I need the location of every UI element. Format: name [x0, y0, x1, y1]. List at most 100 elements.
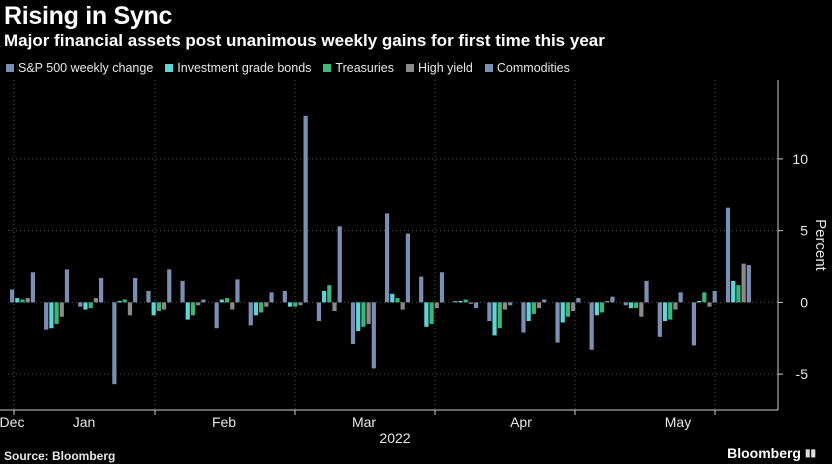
gridlines: [8, 80, 778, 410]
bar: [628, 302, 634, 309]
bar: [350, 302, 356, 344]
legend-swatch: [165, 64, 174, 72]
bar: [531, 302, 536, 314]
bar: [298, 302, 303, 306]
bar: [88, 302, 93, 309]
brand-logo: Bloomberg ▮▮: [727, 445, 816, 461]
legend-label: S&P 500 weekly change: [18, 61, 154, 75]
chart-subtitle: Major financial assets post unanimous we…: [4, 31, 605, 50]
bar: [269, 292, 274, 303]
bar: [555, 302, 560, 343]
bar: [697, 300, 702, 303]
bar: [49, 302, 54, 329]
bar: [264, 302, 269, 307]
bar: [536, 302, 542, 309]
bar: [10, 289, 15, 303]
bar: [502, 302, 508, 310]
bar: [702, 292, 707, 303]
x-tick-label: Dec: [0, 414, 24, 430]
legend-swatch: [323, 64, 332, 72]
bar: [219, 299, 224, 303]
bar: [15, 298, 20, 303]
bar: [303, 115, 308, 303]
bar: [371, 302, 376, 369]
x-tick-label: May: [665, 414, 691, 430]
bar: [361, 302, 366, 327]
chart-title: Rising in Sync: [4, 2, 173, 30]
x-tick-label: Apr: [510, 414, 532, 430]
bar: [644, 280, 649, 303]
legend-item: Treasuries: [323, 61, 394, 75]
x-tick-label: Jan: [73, 414, 96, 430]
bar: [180, 280, 185, 303]
bar: [565, 302, 571, 317]
bar: [405, 233, 410, 303]
bar-chart-icon: ▮▮: [804, 447, 816, 459]
legend-swatch: [406, 64, 414, 72]
bar: [112, 302, 117, 385]
legend-swatch: [484, 64, 493, 72]
bar: [366, 302, 371, 324]
bar: [673, 302, 678, 310]
bar: [746, 265, 751, 303]
bar: [662, 302, 668, 322]
legend-item: High yield: [406, 61, 473, 75]
bar: [201, 299, 206, 303]
bar: [151, 302, 156, 316]
bar: [287, 302, 293, 307]
bar: [468, 302, 473, 304]
bar: [731, 280, 736, 303]
bar: [492, 302, 497, 336]
bar: [589, 302, 594, 350]
bar: [133, 278, 138, 303]
bar: [657, 302, 662, 337]
bar: [390, 293, 395, 303]
bars: [10, 115, 751, 385]
bar: [54, 302, 59, 324]
legend-item: Commodities: [484, 61, 570, 75]
bar: [248, 302, 253, 326]
bar: [93, 298, 98, 303]
bar: [424, 302, 429, 327]
bar: [322, 290, 327, 303]
bar: [668, 302, 673, 320]
bar: [497, 302, 502, 329]
legend-label: Investment grade bonds: [177, 61, 312, 75]
bar: [259, 302, 264, 313]
bar: [599, 302, 605, 313]
legend-label: High yield: [418, 61, 473, 75]
bar: [605, 300, 610, 303]
bar: [395, 298, 400, 303]
bar: [634, 302, 639, 309]
y-tick-label: -5: [796, 366, 809, 382]
bar: [576, 298, 581, 303]
bar: [678, 292, 683, 303]
bar: [64, 269, 70, 303]
y-axis-title: Percent: [812, 219, 829, 272]
bar: [190, 302, 196, 316]
x-tick-label: Mar: [352, 414, 376, 430]
bar: [316, 302, 322, 322]
bar: [725, 207, 731, 303]
source-note: Source: Bloomberg: [4, 449, 116, 463]
bar: [473, 302, 479, 309]
bar: [458, 300, 463, 303]
bar: [44, 302, 49, 330]
bar: [526, 302, 531, 322]
y-tick-label: 0: [800, 294, 808, 310]
legend-item: S&P 500 weekly change: [6, 61, 153, 75]
bar: [623, 302, 628, 306]
bar: [610, 296, 615, 303]
bar: [185, 302, 190, 320]
bar: [337, 226, 342, 303]
legend-label: Treasuries: [335, 61, 394, 75]
x-tick-label: Feb: [212, 414, 236, 430]
bar: [59, 302, 64, 317]
bar: [214, 302, 219, 329]
bar: [463, 299, 468, 303]
bar: [487, 302, 492, 322]
bar: [156, 302, 161, 311]
bar: [542, 299, 547, 303]
bar: [235, 279, 240, 303]
bar: [332, 302, 337, 311]
